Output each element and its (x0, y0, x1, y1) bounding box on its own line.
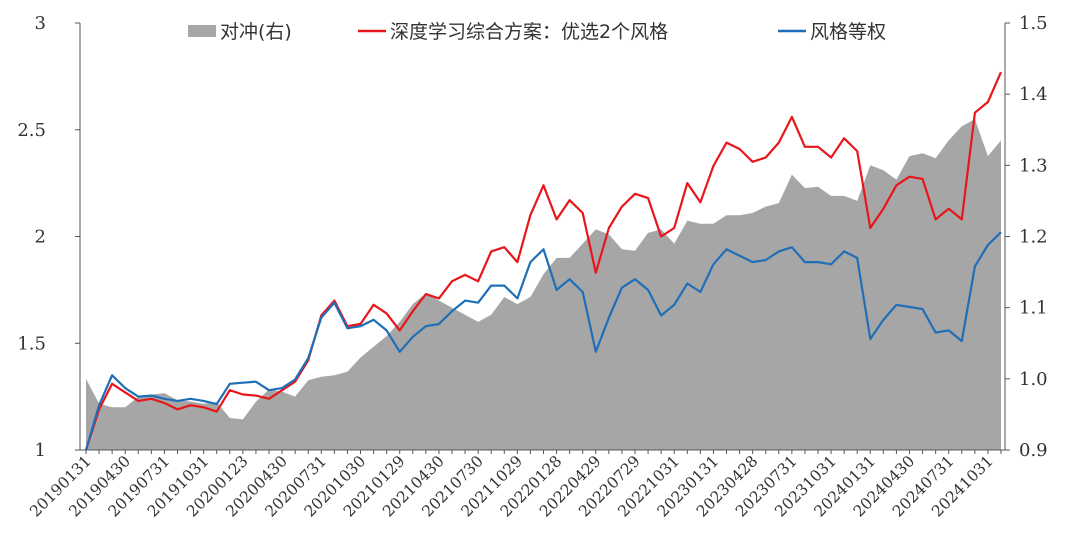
y-right-tick-label: 1.2 (1019, 227, 1048, 248)
series-line-1 (84, 71, 1003, 451)
y-left-tick-label: 1 (35, 440, 46, 461)
y-right-tick-label: 1.4 (1019, 84, 1048, 105)
y-left-tick-label: 2 (35, 227, 46, 248)
series-area-0 (86, 119, 1001, 450)
line-layer (84, 71, 1003, 451)
y-left-tick-label: 2.5 (17, 120, 46, 141)
legend-label: 对冲(右) (220, 21, 292, 43)
y-right-tick-label: 0.9 (1019, 440, 1048, 461)
y-right-tick-label: 1.5 (1019, 13, 1048, 34)
series-line-2 (84, 231, 1002, 451)
y-left-tick-label: 1.5 (17, 333, 46, 354)
legend-swatch-area (188, 25, 216, 37)
y-right-tick-label: 1.0 (1019, 369, 1048, 390)
legend-label: 深度学习综合方案：优选2个风格 (390, 21, 668, 43)
legend-label: 风格等权 (810, 21, 886, 43)
y-right-tick-label: 1.3 (1019, 155, 1048, 176)
hedge-area-layer (86, 119, 1001, 450)
y-left-tick-label: 3 (35, 13, 46, 34)
legend: 对冲(右) 深度学习综合方案：优选2个风格 风格等权 (188, 21, 886, 43)
y-right-tick-label: 1.1 (1019, 298, 1048, 319)
